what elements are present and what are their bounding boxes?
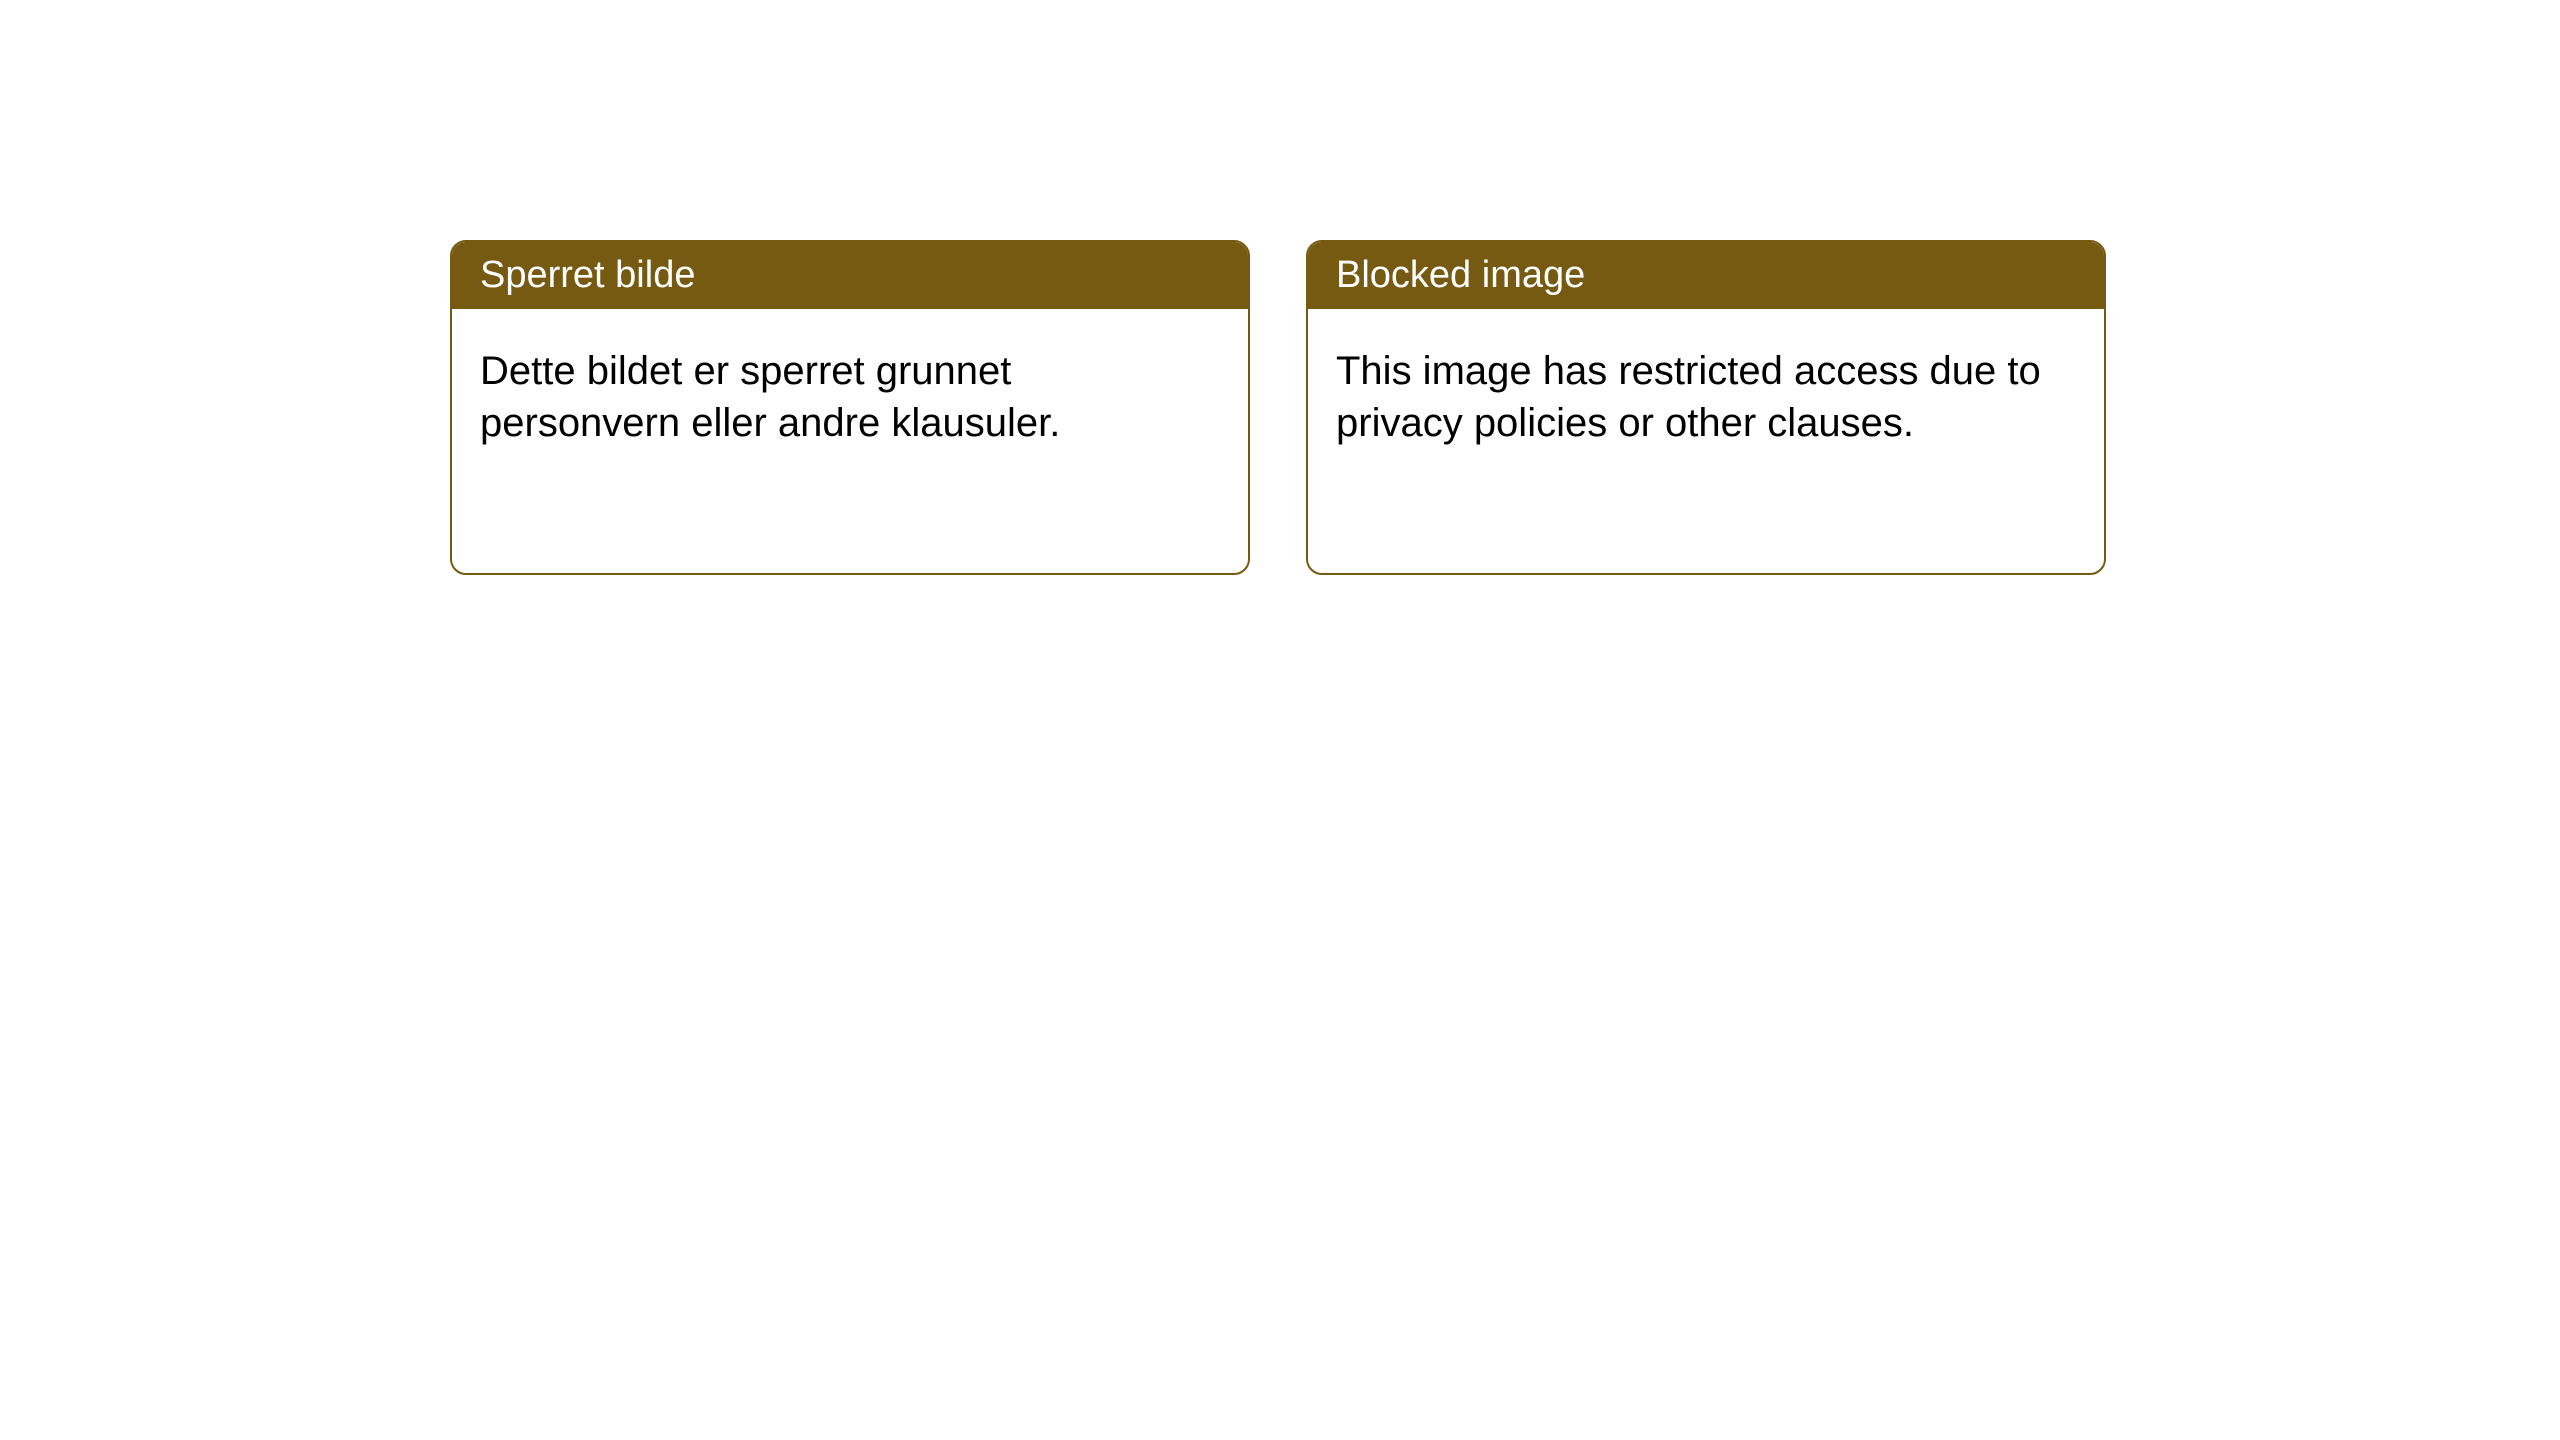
card-header: Sperret bilde	[452, 242, 1248, 309]
card-body: Dette bildet er sperret grunnet personve…	[452, 309, 1248, 485]
notice-card-english: Blocked image This image has restricted …	[1306, 240, 2106, 575]
card-message: This image has restricted access due to …	[1336, 349, 2041, 445]
card-message: Dette bildet er sperret grunnet personve…	[480, 349, 1060, 445]
card-title: Sperret bilde	[480, 254, 695, 296]
notice-card-norwegian: Sperret bilde Dette bildet er sperret gr…	[450, 240, 1250, 575]
notice-container: Sperret bilde Dette bildet er sperret gr…	[450, 240, 2106, 575]
card-title: Blocked image	[1336, 254, 1585, 296]
card-header: Blocked image	[1308, 242, 2104, 309]
card-body: This image has restricted access due to …	[1308, 309, 2104, 485]
